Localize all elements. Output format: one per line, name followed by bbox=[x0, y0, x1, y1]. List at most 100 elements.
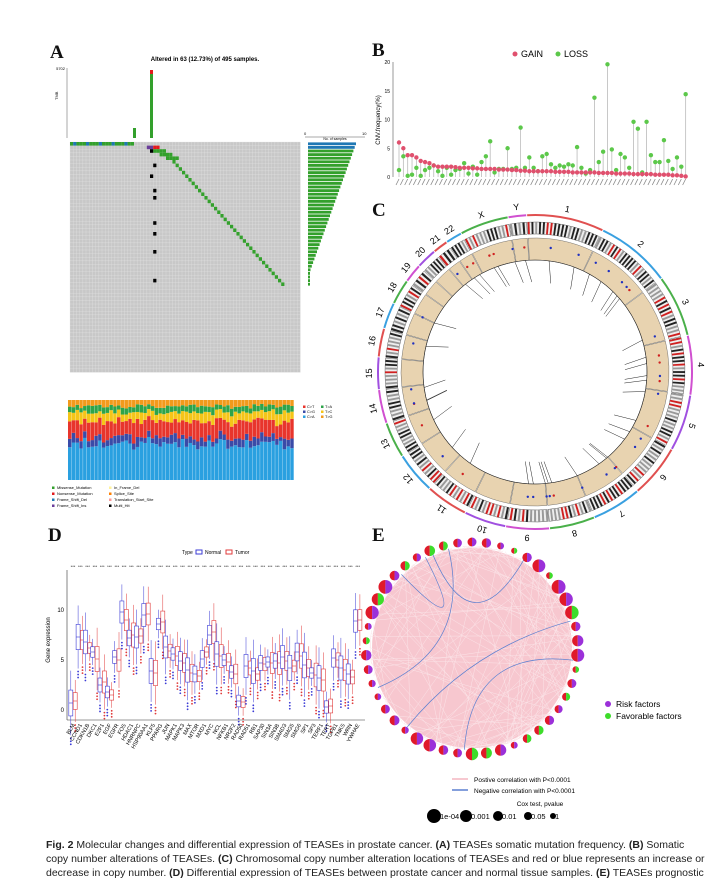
mutation-cell bbox=[230, 224, 234, 229]
outlier bbox=[186, 708, 189, 711]
titv-bar-segment bbox=[226, 439, 230, 449]
cnv-marker bbox=[471, 262, 475, 265]
outlier bbox=[142, 651, 145, 654]
cnv-marker bbox=[613, 466, 617, 470]
x-tick-label bbox=[591, 178, 595, 186]
tmb-axis-label: TMB bbox=[54, 91, 59, 100]
x-tick-label bbox=[660, 178, 665, 186]
titv-bar-segment bbox=[214, 400, 219, 405]
risk-legend-dot bbox=[605, 701, 611, 707]
significance-mark: *** bbox=[297, 564, 302, 569]
side-bar bbox=[308, 282, 310, 286]
titv-bar-segment bbox=[233, 400, 238, 407]
cnv-marker bbox=[657, 354, 661, 357]
node-right-half bbox=[429, 738, 437, 752]
titv-bar-segment bbox=[260, 403, 264, 410]
ideogram-band bbox=[402, 300, 414, 309]
ideogram-band bbox=[648, 286, 660, 295]
titv-bar-segment bbox=[214, 438, 219, 444]
ideogram-band bbox=[457, 242, 466, 254]
variant-legend-label: Multi_Hit bbox=[114, 503, 130, 508]
significance-mark: *** bbox=[122, 564, 127, 569]
titv-bar-segment bbox=[147, 436, 151, 480]
mutation-cell bbox=[262, 260, 266, 265]
outlier bbox=[91, 667, 94, 670]
ideogram-band bbox=[385, 367, 398, 370]
outlier bbox=[74, 727, 77, 729]
titv-bar-segment bbox=[90, 405, 95, 414]
positive-edge bbox=[380, 563, 415, 604]
gain-point bbox=[479, 166, 484, 172]
side-bar bbox=[308, 182, 342, 185]
outlier bbox=[286, 686, 288, 689]
outlier bbox=[198, 695, 201, 698]
loss-point bbox=[414, 165, 419, 170]
side-bar bbox=[308, 218, 329, 221]
titv-bar-segment bbox=[226, 448, 230, 480]
significance-mark: *** bbox=[202, 564, 207, 569]
ideogram-band bbox=[614, 483, 624, 495]
positive-edge bbox=[396, 579, 573, 628]
caption-c-text: Chromosomal copy number alteration locat… bbox=[46, 853, 705, 878]
cox-size-label: 1e-04 bbox=[440, 812, 459, 821]
node-left-half bbox=[510, 741, 515, 749]
significance-mark: *** bbox=[166, 564, 171, 569]
loss-point bbox=[661, 138, 667, 143]
mutation-cell bbox=[185, 174, 189, 178]
titv-bar-segment bbox=[218, 409, 223, 418]
outlier bbox=[69, 740, 72, 743]
titv-bar-segment bbox=[120, 421, 125, 436]
ideogram-band bbox=[664, 321, 677, 328]
chromosome-label: 11 bbox=[435, 502, 448, 516]
ideogram-band bbox=[409, 447, 421, 456]
outlier bbox=[169, 669, 172, 672]
significance-mark: *** bbox=[239, 564, 244, 569]
titv-bar-segment bbox=[150, 410, 155, 421]
outlier bbox=[88, 663, 91, 666]
loss-point bbox=[466, 171, 471, 176]
x-tick-label: KLF5 bbox=[145, 723, 157, 737]
titv-bar-segment bbox=[162, 414, 166, 422]
mutation-cell bbox=[102, 142, 106, 146]
titv-bar-segment bbox=[75, 409, 79, 421]
ideogram-band bbox=[624, 257, 634, 268]
outlier bbox=[242, 723, 245, 726]
titv-bar-segment bbox=[98, 411, 102, 418]
titv-bar-segment bbox=[169, 434, 174, 444]
titv-bar-segment bbox=[139, 412, 144, 425]
titv-bar-segment bbox=[207, 406, 211, 413]
cnv-marker bbox=[523, 246, 526, 249]
positive-edge bbox=[375, 606, 566, 615]
gain-point bbox=[635, 171, 641, 177]
ideogram-band bbox=[497, 226, 503, 239]
titv-bar-segment bbox=[237, 447, 241, 480]
mutation-cell bbox=[79, 142, 83, 146]
ideogram-band bbox=[399, 431, 412, 439]
titv-bar-segment bbox=[252, 419, 257, 437]
ideogram-band bbox=[571, 504, 577, 517]
x-tick-label: SP3 bbox=[307, 723, 317, 735]
titv-bar-segment bbox=[105, 412, 110, 422]
titv-bar-segment bbox=[71, 442, 76, 480]
mutation-cell bbox=[169, 156, 173, 160]
positive-edge bbox=[449, 548, 561, 700]
node-right-half bbox=[514, 741, 518, 749]
titv-bar-segment bbox=[113, 400, 117, 407]
x-tick-label bbox=[595, 178, 600, 186]
caption-c: (C) bbox=[217, 853, 233, 865]
outlier bbox=[296, 676, 298, 679]
gain-point bbox=[648, 171, 654, 177]
positive-edge bbox=[457, 549, 501, 750]
titv-bar-segment bbox=[173, 411, 177, 420]
ideogram-band bbox=[385, 363, 398, 367]
ideogram-band bbox=[509, 507, 514, 521]
titv-bar-segment bbox=[173, 400, 177, 407]
titv-bar-segment bbox=[154, 444, 159, 480]
titv-bar-segment bbox=[214, 443, 219, 480]
outlier bbox=[135, 672, 138, 675]
outlier bbox=[74, 724, 77, 726]
gain-point bbox=[683, 174, 688, 179]
ideogram-band bbox=[648, 449, 660, 458]
positive-edge bbox=[370, 657, 554, 711]
outlier bbox=[142, 645, 145, 648]
